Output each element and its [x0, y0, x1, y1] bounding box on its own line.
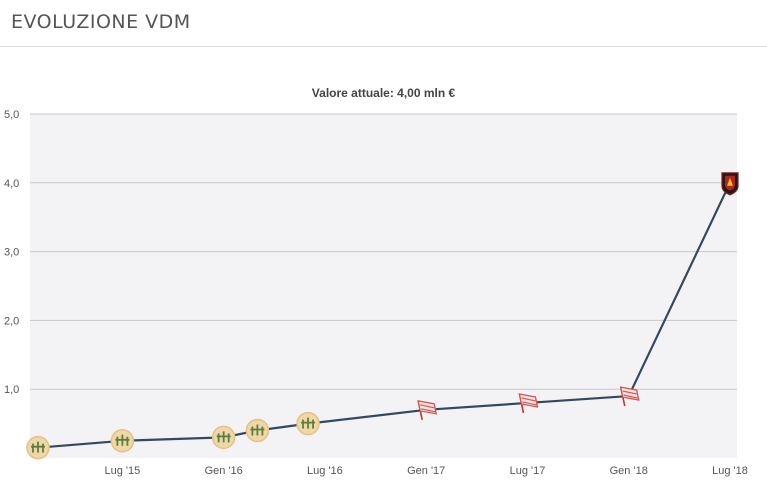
shield-badge-icon [721, 172, 739, 196]
wheat-badge-icon [110, 429, 135, 453]
wheat-badge-icon [245, 418, 270, 443]
plot-area [30, 114, 737, 458]
x-tick-label: Gen '17 [407, 465, 445, 477]
x-tick-label: Gen '18 [610, 465, 648, 477]
x-tick-label: Lug '16 [307, 465, 343, 477]
chart-subtitle: Valore attuale: 4,00 mln € [311, 86, 456, 100]
page-title: EVOLUZIONE VDM [11, 11, 191, 33]
red-flag-icon [619, 386, 640, 407]
wheat-badge-icon [211, 425, 236, 450]
y-tick-label: 3,0 [4, 247, 19, 259]
red-flag-icon [518, 393, 539, 414]
market-value-chart: 5,0 4,0 3,0 2,0 1,0 Lug '15 Gen '16 Lug '16 Gen … [4, 109, 748, 477]
y-tick-label: 5,0 [4, 109, 19, 121]
red-flag-icon [417, 400, 438, 421]
y-tick-label: 4,0 [4, 178, 19, 190]
x-tick-label: Lug '17 [510, 465, 546, 477]
wheat-badge-icon [26, 435, 50, 460]
x-tick-label: Lug '15 [105, 465, 141, 477]
x-tick-label: Lug '18 [712, 465, 748, 477]
header: EVOLUZIONE VDM [0, 0, 767, 47]
x-tick-label: Gen '16 [205, 465, 243, 477]
wheat-badge-icon [296, 411, 320, 436]
y-tick-label: 1,0 [4, 384, 19, 396]
y-tick-label: 2,0 [4, 315, 19, 327]
